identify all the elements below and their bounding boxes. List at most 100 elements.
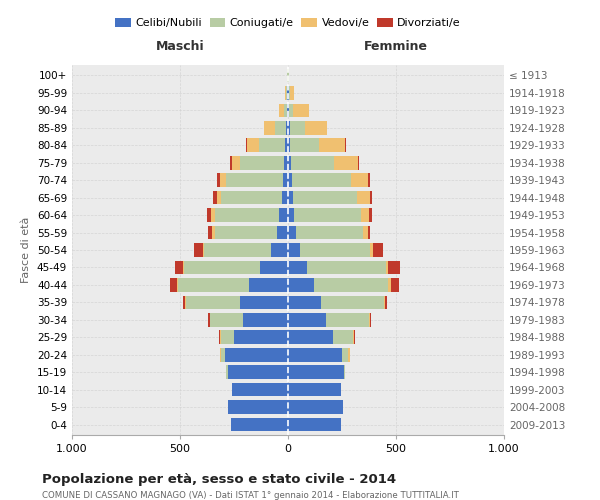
Bar <box>221 330 234 344</box>
Bar <box>217 191 221 204</box>
Text: Maschi: Maschi <box>155 40 205 53</box>
Bar <box>388 260 400 274</box>
Bar <box>362 226 368 239</box>
Bar <box>214 191 217 204</box>
Bar <box>386 260 388 274</box>
Bar <box>307 260 386 274</box>
Bar <box>232 383 288 396</box>
Bar <box>370 313 371 326</box>
Bar <box>183 296 185 309</box>
Bar <box>345 138 346 152</box>
Bar <box>175 260 183 274</box>
Y-axis label: Fasce di età: Fasce di età <box>22 217 31 283</box>
Bar <box>361 208 369 222</box>
Bar <box>286 121 288 134</box>
Bar <box>391 278 399 291</box>
Bar <box>289 104 293 117</box>
Bar <box>210 313 242 326</box>
Bar <box>280 208 288 222</box>
Bar <box>288 138 290 152</box>
Bar <box>286 86 287 100</box>
Bar <box>319 138 345 152</box>
Bar <box>241 296 288 309</box>
Bar <box>288 226 296 239</box>
Bar <box>241 156 284 170</box>
Bar <box>220 348 221 362</box>
Bar <box>288 383 341 396</box>
Bar <box>260 260 288 274</box>
Bar <box>314 278 388 291</box>
Bar <box>221 348 226 362</box>
Bar <box>288 366 344 379</box>
Bar <box>369 313 370 326</box>
Text: Femmine: Femmine <box>364 40 428 53</box>
Bar <box>178 278 249 291</box>
Bar <box>184 260 260 274</box>
Bar <box>370 243 373 257</box>
Bar <box>326 313 369 326</box>
Bar <box>334 330 353 344</box>
Bar <box>208 313 210 326</box>
Bar <box>344 366 345 379</box>
Bar <box>289 86 290 100</box>
Bar <box>288 191 293 204</box>
Bar <box>385 296 388 309</box>
Bar <box>334 156 358 170</box>
Bar <box>288 104 289 117</box>
Bar <box>220 174 226 187</box>
Bar <box>357 191 370 204</box>
Bar <box>183 260 184 274</box>
Bar <box>358 156 359 170</box>
Bar <box>170 278 177 291</box>
Bar <box>226 348 288 362</box>
Bar <box>290 138 319 152</box>
Bar <box>292 174 350 187</box>
Bar <box>287 104 288 117</box>
Bar <box>283 174 288 187</box>
Bar <box>285 138 288 152</box>
Bar <box>370 191 372 204</box>
Bar <box>242 313 288 326</box>
Bar <box>211 208 215 222</box>
Bar <box>293 104 308 117</box>
Bar <box>288 174 292 187</box>
Bar <box>194 243 203 257</box>
Bar <box>212 226 215 239</box>
Bar <box>215 208 280 222</box>
Bar <box>275 121 286 134</box>
Bar <box>271 243 288 257</box>
Bar <box>342 348 349 362</box>
Bar <box>207 208 211 222</box>
Bar <box>288 243 300 257</box>
Bar <box>287 86 288 100</box>
Bar <box>349 348 350 362</box>
Bar <box>288 296 322 309</box>
Bar <box>288 348 342 362</box>
Bar <box>204 243 271 257</box>
Bar <box>284 156 288 170</box>
Bar <box>264 121 275 134</box>
Bar <box>295 208 361 222</box>
Bar <box>215 226 277 239</box>
Bar <box>217 174 220 187</box>
Bar <box>234 330 288 344</box>
Bar <box>203 243 204 257</box>
Bar <box>293 191 357 204</box>
Bar <box>384 296 385 309</box>
Bar <box>249 278 288 291</box>
Bar <box>288 418 341 432</box>
Bar <box>288 121 290 134</box>
Bar <box>288 330 334 344</box>
Bar <box>288 156 291 170</box>
Bar <box>305 121 327 134</box>
Bar <box>277 226 288 239</box>
Legend: Celibi/Nubili, Coniugati/e, Vedovi/e, Divorziati/e: Celibi/Nubili, Coniugati/e, Vedovi/e, Di… <box>111 13 465 32</box>
Bar <box>288 313 326 326</box>
Bar <box>354 330 355 344</box>
Bar <box>177 278 178 291</box>
Bar <box>288 260 307 274</box>
Bar <box>290 121 305 134</box>
Bar <box>368 226 370 239</box>
Bar <box>322 296 384 309</box>
Bar <box>227 400 288 414</box>
